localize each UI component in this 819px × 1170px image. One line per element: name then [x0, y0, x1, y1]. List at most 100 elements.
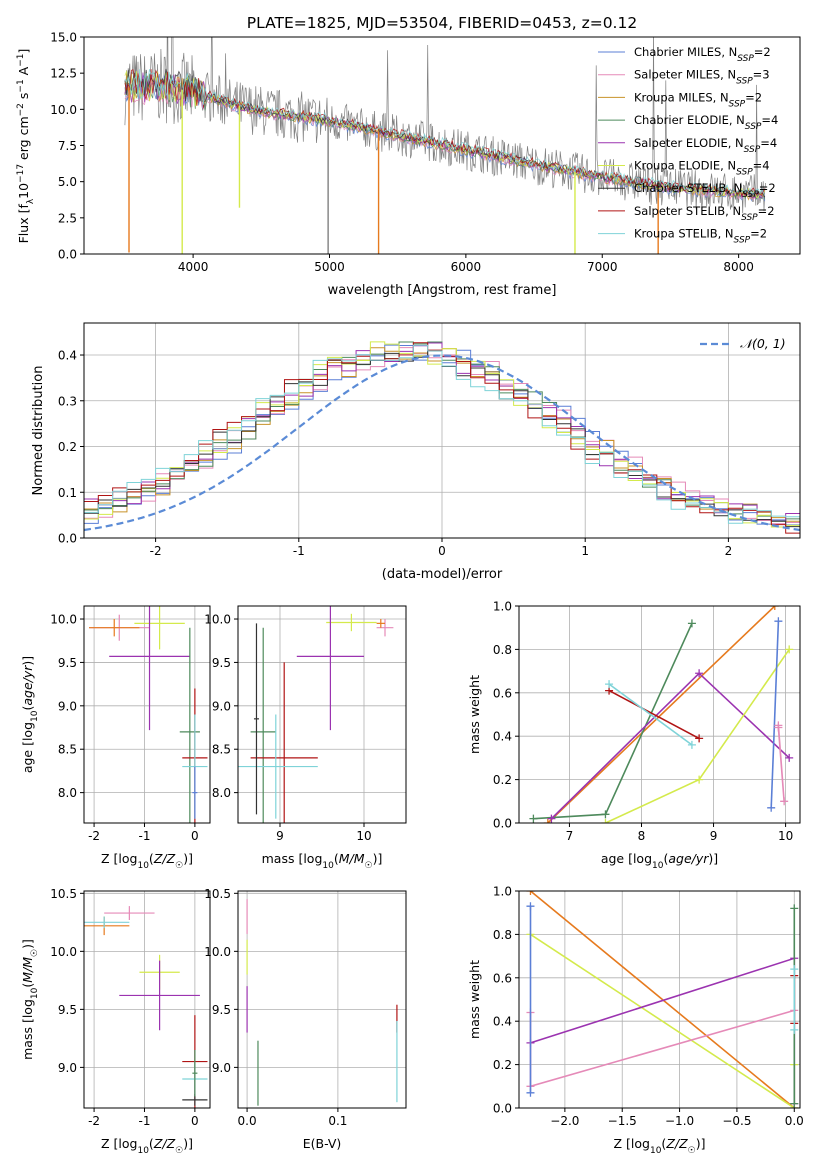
weight-marker — [790, 904, 799, 913]
errorbar-point — [253, 623, 259, 815]
weight-series — [550, 672, 790, 820]
label-part: =2 — [750, 227, 767, 241]
y-tick-label: 0.0 — [58, 248, 77, 262]
label-part: 10 — [137, 861, 149, 871]
model-trace — [124, 68, 766, 198]
y-axis-label: Normed distribution — [31, 366, 46, 496]
axes-frame — [83, 890, 211, 1109]
plot-area — [89, 606, 208, 823]
label-part: −1 — [16, 79, 26, 92]
errorbar-point — [89, 619, 140, 637]
label-part: E(B-V) — [303, 1136, 342, 1151]
weight-marker — [785, 753, 794, 762]
label-part: )] — [183, 851, 193, 866]
errorbar-point — [326, 613, 377, 632]
x-tick-label: −1.5 — [608, 1114, 637, 1128]
axes-frame — [83, 605, 211, 824]
x-axis-label: wavelength [Angstrom, rest frame] — [328, 283, 557, 298]
label-part: M/M — [20, 957, 35, 983]
y-tick-label: 0.3 — [58, 394, 77, 408]
label-part: SSP — [734, 236, 751, 246]
label-part: ☉ — [688, 1146, 696, 1156]
label-part: ( — [663, 851, 668, 866]
y-tick-label: 10.0 — [204, 613, 231, 627]
x-axis-label: Z [log10(Z/Z☉)] — [614, 1136, 706, 1156]
weight-marker — [687, 740, 696, 749]
x-tick-label: 8 — [638, 829, 646, 843]
label-part: age [log — [20, 722, 35, 773]
y-axis-label: Flux [fλ10−17 erg cm−2 s−1 A−1] — [16, 49, 36, 244]
weight-marker — [601, 819, 610, 823]
histogram-series — [84, 344, 800, 538]
legend-label: 𝒩(0, 1) — [740, 336, 786, 351]
axes-frame — [518, 605, 801, 824]
y-tick-label: 9.5 — [58, 1003, 77, 1017]
axes-frame — [237, 605, 407, 824]
y-tick-label: 1.0 — [493, 600, 512, 614]
y-tick-label: 0.1 — [58, 486, 77, 500]
y-tick-label: 8.5 — [212, 743, 231, 757]
label-part: 10 — [322, 861, 334, 871]
label-part: ( — [149, 1136, 154, 1151]
legend-label: Chabrier ELODIE, NSSP=4 — [634, 113, 778, 132]
weight-marker — [695, 734, 704, 743]
weight-marker — [770, 606, 779, 610]
errorbar-point — [109, 606, 190, 731]
weight-marker — [529, 814, 538, 823]
x-tick-label: 7000 — [587, 260, 618, 274]
label-part: Z [log — [101, 1136, 137, 1151]
y-tick-label: 0.2 — [493, 1058, 512, 1072]
y-tick-label: 12.5 — [50, 67, 77, 81]
label-part: Z/Z — [153, 851, 176, 866]
errorbar-point — [296, 606, 364, 731]
errorbar-point — [134, 606, 185, 650]
y-tick-label: 9.0 — [58, 1061, 77, 1075]
errorbar-point — [250, 662, 318, 823]
label-part: Kroupa MILES, N — [634, 90, 729, 104]
label-part: −1 — [16, 54, 26, 67]
label-part: Kroupa ELODIE, N — [634, 159, 736, 173]
label-part: ☉ — [175, 1146, 183, 1156]
y-tick-label: 9.5 — [212, 1003, 231, 1017]
plot-area — [124, 37, 766, 254]
weight-marker — [526, 891, 535, 895]
label-part: −17 — [16, 164, 26, 183]
y-tick-label: 9.5 — [212, 656, 231, 670]
label-part: =4 — [761, 113, 778, 127]
label-part: Flux [f — [16, 204, 31, 244]
label-part: ☉ — [365, 861, 373, 871]
label-part: mass [log — [262, 851, 323, 866]
weight-marker — [695, 775, 704, 784]
label-part: =2 — [759, 181, 776, 195]
legend-label: Kroupa MILES, NSSP=2 — [634, 90, 762, 109]
label-part: Kroupa STELIB, N — [634, 227, 734, 241]
label-part: ( — [661, 1136, 666, 1151]
weight-series — [608, 683, 693, 746]
y-tick-label: 0.8 — [493, 928, 512, 942]
weight-series — [777, 725, 785, 802]
y-tick-label: 10.0 — [50, 613, 77, 627]
errorbar-point — [192, 766, 198, 819]
label-part: 10 — [30, 710, 40, 722]
x-tick-label: 7 — [566, 829, 574, 843]
label-part: SSP — [741, 213, 758, 223]
y-tick-label: 10.0 — [50, 945, 77, 959]
y-axis-label: mass [log10(M/M☉)] — [20, 939, 40, 1060]
weight-marker — [695, 669, 704, 678]
legend-label: Chabrier MILES, NSSP=2 — [634, 45, 771, 64]
x-tick-label: -1 — [293, 544, 305, 558]
plot-area — [84, 906, 208, 1108]
label-part: SSP — [729, 99, 746, 109]
y-tick-label: 10.0 — [204, 945, 231, 959]
x-tick-label: 0 — [438, 544, 446, 558]
x-tick-label: -1 — [138, 829, 150, 843]
legend-label: Kroupa ELODIE, NSSP=4 — [634, 159, 770, 178]
panels: 4000 5000 6000 7000 80000.02.55.07.510.012.5… — [16, 31, 804, 1157]
label-part: Salpeter STELIB, N — [634, 204, 741, 218]
label-part: −2 — [16, 103, 26, 116]
legend-label: Salpeter ELODIE, NSSP=4 — [634, 136, 777, 155]
x-axis-label: Z [log10(Z/Z☉)] — [101, 1136, 193, 1156]
y-tick-label: 9.5 — [58, 656, 77, 670]
